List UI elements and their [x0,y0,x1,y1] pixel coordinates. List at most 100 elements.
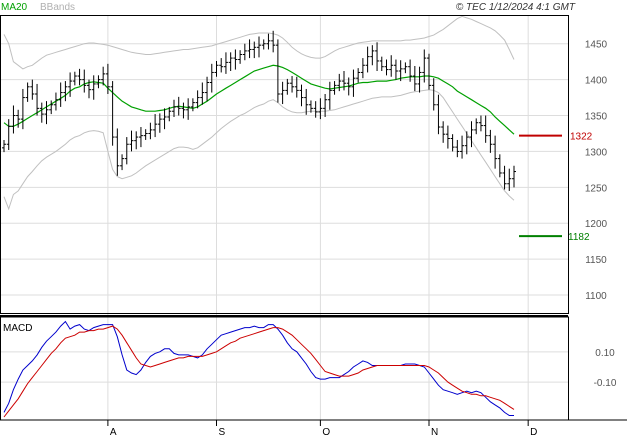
price-bar [464,131,469,155]
price-bar [346,77,351,96]
copyright: © TEC 1/12/2024 4:1 GMT [456,2,576,13]
price-bar [455,139,460,158]
price-bar [502,165,507,190]
price-bar [200,82,205,105]
macd-tick-label: -0.10 [594,378,617,389]
price-bar [6,119,11,150]
price-bar [431,78,436,111]
axes: 1450 1400 1350 1300 1250 1200 1150 1100 0.10 -0.1… [0,15,627,438]
price-bar [308,100,313,113]
price-bar [77,68,82,86]
price-bar [412,65,417,92]
price-tick-label: 1350 [585,112,608,123]
price-bar [294,76,299,98]
price-bar [110,81,115,146]
price-bar [478,115,483,132]
price-bar [247,39,252,59]
price-bar [271,30,276,53]
month-tick-label: O [322,427,330,438]
price-bar [63,81,68,102]
price-bar [318,98,323,120]
price-bar [323,93,328,117]
price-bar [190,98,195,112]
price-bar [266,33,271,50]
price-bar [408,59,413,82]
price-bar [280,81,285,105]
price-bar [483,115,488,143]
price-bar [186,98,191,120]
price-bar [148,122,153,140]
price-bar [290,76,295,93]
ma20-line [3,64,515,135]
price-bar [252,41,257,59]
price-bar [214,60,219,77]
price-bar [233,49,238,70]
price-bar [512,165,516,188]
price-bar [275,39,280,103]
price-bar [11,105,16,134]
price-bar [403,62,408,74]
macd-title: MACD [3,323,32,334]
price-bar [360,58,365,79]
price-bar [445,125,450,149]
price-bar [101,66,106,86]
price-bar [379,56,384,72]
price-bar [474,118,479,135]
price-tick-label: 1100 [585,291,607,302]
price-bar [129,130,134,152]
price-bar [393,59,398,80]
price-panel-frame [0,15,569,314]
price-bar [261,39,266,50]
price-bar [195,90,200,109]
month-tick-label: N [431,427,438,438]
price-bar [172,99,176,117]
price-bar [422,49,427,83]
price-bar [35,83,40,116]
grid-layer [0,15,568,420]
price-tick-label: 1450 [585,40,608,51]
price-bar [356,68,361,83]
price-bar [153,114,158,138]
price-bar [497,154,502,178]
bb-upper-line [3,15,515,70]
price-bar [398,60,403,82]
price-bar [417,66,422,93]
price-bar [16,109,21,128]
price-bar [2,139,6,153]
price-bar [238,50,243,64]
price-bar [105,63,110,94]
price-bar [342,71,346,91]
price-bar [58,82,63,107]
price-bar [219,58,224,73]
price-bar [20,88,25,130]
price-bar [209,63,214,93]
price-bar [507,168,512,191]
level-lines: 1322 1182 [519,132,593,243]
price-bar [91,75,96,100]
price-bar [389,55,394,77]
price-bar [115,128,120,176]
price-bar [370,45,375,66]
legend-bbands: BBands [40,2,75,13]
month-tick-label: D [530,427,537,438]
price-bar [228,52,233,72]
price-bar [39,102,44,123]
price-bar [351,69,356,97]
price-tick-label: 1400 [585,76,608,87]
price-bar [49,100,54,115]
bollinger-bands [3,15,515,211]
price-bar [365,46,370,73]
price-bar [304,88,309,115]
price-bar [157,113,162,133]
price-bar [138,127,143,148]
legend-ma20: MA20 [1,2,28,13]
price-bar [162,108,167,130]
price-bar [124,137,129,165]
price-bar [327,81,332,110]
price-tick-label: 1200 [585,219,608,230]
macd-line [3,320,514,416]
price-bars [2,30,516,191]
price-bar [488,129,493,153]
price-bar [82,69,87,93]
